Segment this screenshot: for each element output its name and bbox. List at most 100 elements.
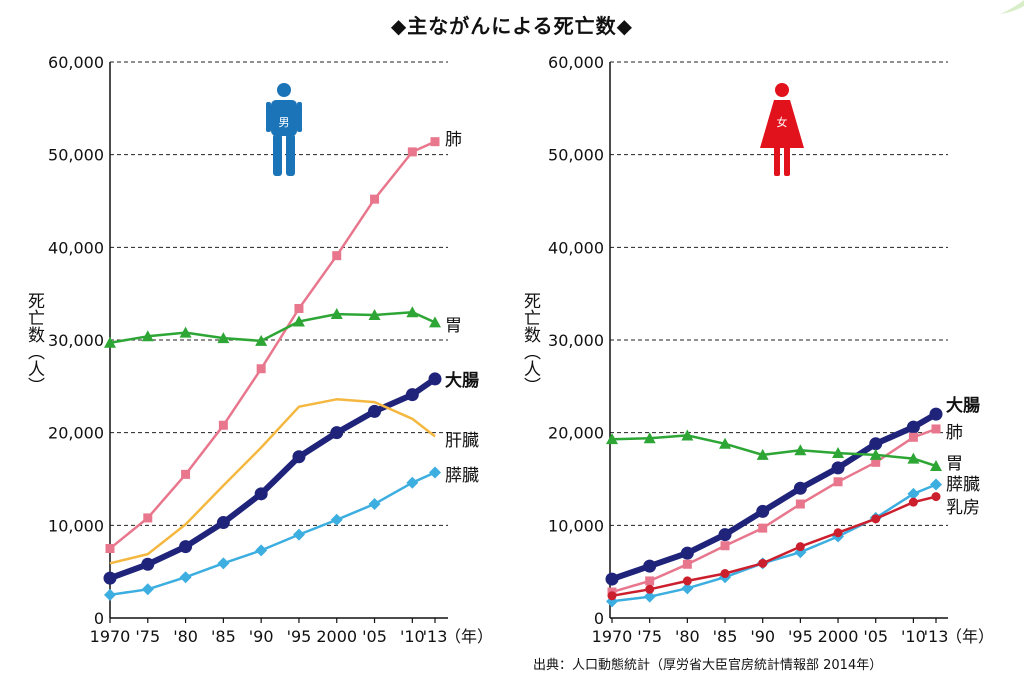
series-label-lung: 肺 — [946, 423, 963, 443]
series-label-stomach: 胃 — [946, 454, 963, 474]
data-point — [141, 583, 154, 596]
series-label-breast: 乳房 — [946, 498, 980, 518]
data-point — [141, 330, 154, 342]
male-figure-head — [277, 83, 291, 97]
y-tick-label: 0 — [594, 609, 604, 628]
data-point — [217, 557, 230, 570]
data-point — [643, 432, 656, 444]
y-tick-label: 50,000 — [548, 146, 604, 165]
x-axis-label: （年） — [946, 627, 994, 646]
x-tick-label: 1970 — [592, 627, 633, 646]
data-point — [931, 424, 941, 434]
data-point — [681, 582, 694, 595]
data-point — [368, 308, 381, 320]
x-tick-label: '10 — [901, 627, 926, 646]
corner-decoration — [1000, 0, 1024, 14]
data-point — [430, 137, 440, 147]
female-figure-icon: 女 — [760, 83, 804, 176]
data-point — [871, 514, 881, 524]
x-tick-label: '80 — [173, 627, 198, 646]
data-point — [645, 576, 655, 586]
data-point — [908, 497, 918, 507]
x-tick-label: '10 — [400, 627, 425, 646]
x-tick-label: '95 — [287, 627, 312, 646]
data-point — [332, 251, 342, 261]
data-point — [793, 481, 807, 495]
series-line-colon — [108, 376, 437, 582]
female-figure-head — [775, 83, 789, 97]
x-tick-label: 2000 — [316, 627, 357, 646]
data-point — [330, 426, 344, 440]
data-point — [292, 528, 305, 541]
male-figure-arm — [266, 102, 271, 132]
data-point — [720, 541, 730, 551]
data-point — [831, 461, 845, 475]
data-point — [294, 303, 304, 313]
female-figure-leg — [784, 146, 790, 176]
data-point — [368, 404, 382, 418]
series-label-pancreas: 膵臓 — [445, 466, 479, 486]
data-point — [758, 558, 768, 568]
data-point — [143, 513, 153, 523]
male-figure-body — [271, 100, 297, 136]
y-tick-label: 10,000 — [548, 516, 604, 535]
data-point — [869, 448, 882, 460]
data-point — [795, 542, 805, 552]
data-point — [756, 504, 770, 518]
data-point — [254, 487, 268, 501]
data-point — [758, 523, 768, 533]
data-point — [181, 469, 191, 479]
y-axis-label: 死亡数（人） — [24, 292, 45, 394]
data-point — [179, 571, 192, 584]
male-figure-leg — [286, 134, 295, 176]
data-point — [719, 437, 732, 449]
data-point — [795, 499, 805, 509]
data-point — [682, 576, 692, 586]
page-title: ◆主ながんによる死亡数◆ — [390, 14, 634, 38]
y-tick-label: 50,000 — [48, 146, 104, 165]
data-point — [370, 194, 380, 204]
data-point — [255, 544, 268, 557]
data-point — [105, 544, 115, 553]
y-tick-label: 60,000 — [548, 53, 604, 72]
data-point — [756, 448, 769, 460]
x-tick-label: '80 — [675, 627, 700, 646]
data-point — [907, 452, 920, 464]
series-label-pancreas: 膵臓 — [946, 475, 980, 495]
series-line-breast — [611, 495, 937, 598]
series-line-lung — [109, 140, 436, 550]
data-point — [833, 477, 843, 487]
series-line-stomach — [109, 310, 436, 345]
series-line-lung — [611, 427, 937, 594]
y-tick-label: 40,000 — [48, 238, 104, 257]
male-figure-leg — [273, 134, 282, 176]
x-tick-label: '05 — [863, 627, 888, 646]
y-tick-label: 40,000 — [548, 238, 604, 257]
series-line-stomach — [611, 434, 937, 468]
data-point — [794, 444, 807, 456]
source-note: 出典：人口動態統計（厚労省大臣官房統計情報部 2014年） — [533, 658, 883, 673]
series-line-pancreas — [109, 471, 436, 597]
female-figure-glyph: 女 — [777, 115, 788, 129]
y-tick-label: 20,000 — [48, 424, 104, 443]
female-figure-dress — [760, 100, 804, 148]
data-point — [406, 476, 419, 489]
data-point — [718, 528, 732, 542]
y-axis-label: 死亡数（人） — [520, 292, 541, 394]
data-point — [407, 147, 417, 157]
series-label-colon: 大腸 — [445, 370, 479, 391]
x-tick-label: '95 — [788, 627, 813, 646]
data-point — [907, 487, 920, 500]
data-point — [103, 571, 117, 585]
y-tick-label: 60,000 — [48, 53, 104, 72]
male-figure-arm — [297, 102, 302, 132]
data-point — [406, 306, 419, 318]
data-point — [179, 540, 193, 554]
y-tick-label: 0 — [94, 609, 104, 628]
data-point — [832, 447, 845, 459]
data-point — [179, 326, 192, 338]
data-point — [256, 364, 266, 374]
data-point — [645, 584, 655, 594]
x-tick-label: '90 — [750, 627, 775, 646]
